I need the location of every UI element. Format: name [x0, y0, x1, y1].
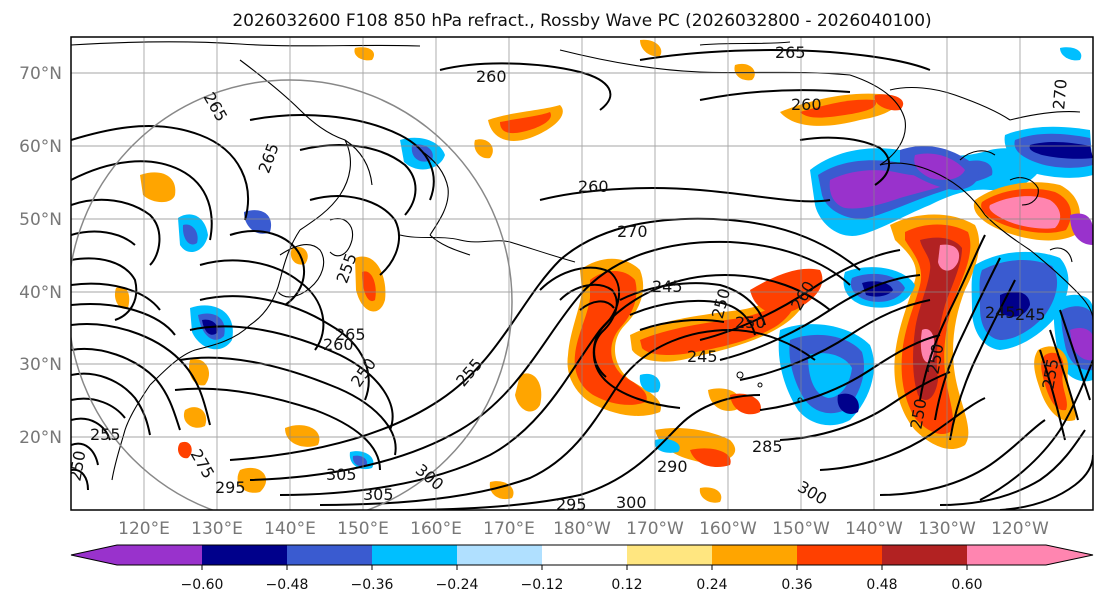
- contour-label: 260: [791, 95, 822, 114]
- figure-title: 2026032600 F108 850 hPa refract., Rossby…: [232, 11, 931, 31]
- colorbar-tick-label: 0.12: [611, 577, 642, 593]
- colorbar-tick-label: −0.60: [181, 577, 224, 593]
- islands: [399, 234, 803, 403]
- lon-label: 150°E: [337, 519, 389, 539]
- colorbar-segment: [542, 545, 627, 565]
- colorbar-segment: [372, 545, 457, 565]
- contour-label: 250: [735, 313, 766, 332]
- lon-label: 180°W: [553, 519, 611, 539]
- colorbar-segment: [627, 545, 712, 565]
- lat-label: 20°N: [19, 428, 62, 448]
- map-area: 265 260 260 260 270 265 255 265 260 250 …: [65, 37, 1093, 514]
- lon-label: 170°W: [626, 519, 684, 539]
- contour-label: 295: [215, 478, 246, 497]
- contour-label: 265: [775, 43, 806, 62]
- colorbar-segment: [882, 545, 967, 565]
- colorbar-tick-label: −0.36: [351, 577, 394, 593]
- lon-label: 140°E: [264, 519, 316, 539]
- colorbar-left-extension: [71, 545, 117, 565]
- latitude-labels: 70°N 60°N 50°N 40°N 30°N 20°N: [19, 64, 62, 448]
- contour-label: 245: [652, 277, 683, 296]
- contour-label: 260: [476, 67, 507, 86]
- contour-label-group: 265 260 260 260 270 265 255 265 260 250 …: [65, 43, 1071, 514]
- contour-label: 245: [687, 347, 718, 366]
- colorbar-segment: [967, 545, 1046, 565]
- longitude-labels: 120°E 130°E 140°E 150°E 160°E 170°E 180°…: [118, 519, 1049, 539]
- contour-label: 295: [556, 495, 587, 514]
- contour-label: 245: [985, 303, 1016, 322]
- contour-label: 270: [1049, 78, 1071, 110]
- contour-label: 260: [578, 177, 609, 196]
- gridlines: [71, 37, 1093, 510]
- contour-label: 270: [617, 222, 648, 241]
- contour-label: 255: [90, 425, 121, 444]
- colorbar-segment: [457, 545, 542, 565]
- contour-label: 290: [657, 457, 688, 476]
- lon-label: 130°E: [191, 519, 243, 539]
- contour-label: 260: [323, 335, 354, 354]
- colorbar-tick-label: −0.48: [266, 577, 309, 593]
- contour-lines: [71, 49, 1093, 510]
- contour-label: 265: [335, 325, 366, 344]
- colorbar-tick-label: −0.24: [436, 577, 479, 593]
- lat-label: 70°N: [19, 64, 62, 84]
- colorbar-segment: [117, 545, 202, 565]
- lon-label: 160°W: [699, 519, 757, 539]
- lat-label: 50°N: [19, 210, 62, 230]
- lon-label: 140°W: [845, 519, 903, 539]
- lon-label: 170°E: [483, 519, 535, 539]
- lon-label: 120°E: [118, 519, 170, 539]
- colorbar-tick-label: 0.48: [866, 577, 897, 593]
- colorbar: −0.60 −0.48 −0.36 −0.24 −0.12 0.12 0.24 …: [70, 544, 1094, 593]
- colorbar-tick-label: 0.60: [951, 577, 982, 593]
- contour-label: 285: [752, 437, 783, 456]
- colorbar-segment: [287, 545, 372, 565]
- reference-circle: [71, 79, 513, 510]
- lon-label: 130°W: [918, 519, 976, 539]
- colorbar-tick-label: 0.24: [696, 577, 727, 593]
- map-frame: [70, 36, 1094, 511]
- contour-label: 250: [65, 449, 89, 482]
- lat-label: 60°N: [19, 137, 62, 157]
- colorbar-segment: [712, 545, 797, 565]
- lat-label: 30°N: [19, 355, 62, 375]
- contour-label: 245: [1015, 305, 1046, 324]
- colorbar-outline: [70, 544, 1094, 566]
- lon-label: 150°W: [772, 519, 830, 539]
- colorbar-segment: [202, 545, 287, 565]
- colorbar-tick-label: 0.36: [781, 577, 812, 593]
- lon-label: 120°W: [991, 519, 1049, 539]
- contour-label: 305: [326, 465, 357, 484]
- colorbar-segment: [797, 545, 882, 565]
- lat-label: 40°N: [19, 283, 62, 303]
- lon-label: 160°E: [410, 519, 462, 539]
- colorbar-tick-label: −0.12: [521, 577, 564, 593]
- contour-label: 300: [616, 493, 647, 512]
- contour-label: 305: [363, 485, 394, 504]
- colorbar-right-extension: [1046, 545, 1093, 565]
